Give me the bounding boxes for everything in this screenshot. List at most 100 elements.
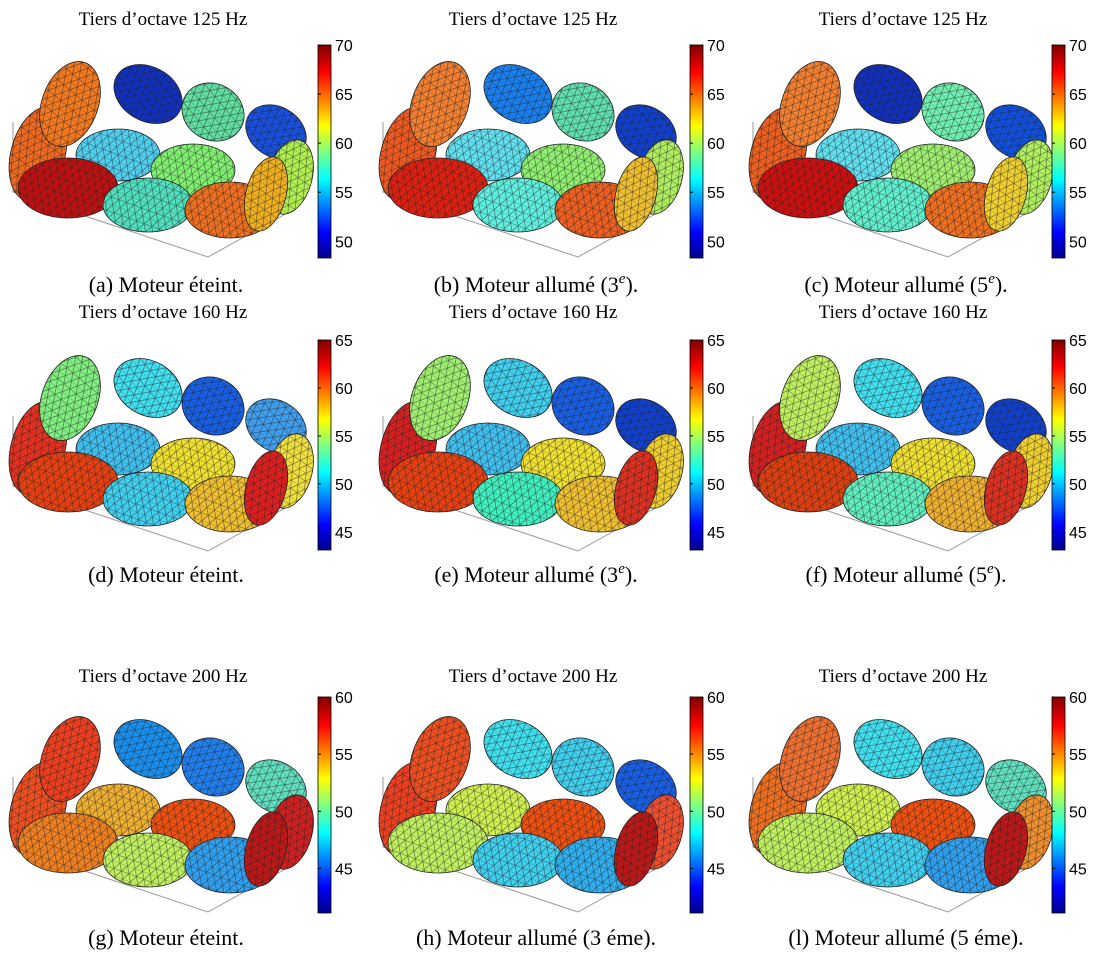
ellipsoid-mesh (854, 719, 922, 779)
ellipsoid-mesh (103, 472, 193, 526)
colorbar-tick-label: 60 (707, 136, 725, 153)
ellipsoid-mesh (614, 450, 658, 526)
ellipsoid-mesh (18, 158, 118, 218)
caption-text: (e) Moteur allumé (3 (434, 562, 618, 587)
ellipsoid-mesh (484, 64, 552, 124)
ellipsoid-mesh (103, 178, 193, 232)
caption-text: (d) Moteur éteint. (88, 562, 244, 587)
ellipsoid-mesh (921, 82, 985, 142)
colorbar-tick-label: 55 (335, 185, 353, 202)
ellipsoid-mesh (409, 61, 471, 147)
colorbar-tick-label: 60 (1069, 690, 1087, 707)
colorbar-tick-label: 55 (1069, 747, 1087, 764)
ellipsoid-mesh (779, 355, 841, 441)
colorbar-tick-label: 60 (335, 690, 353, 707)
colorbar-tick-label: 55 (707, 185, 725, 202)
caption: (a) Moteur éteint. (89, 272, 244, 297)
colorbar-tick-label: 60 (335, 136, 353, 153)
caption-end: ). (625, 272, 638, 297)
ellipsoid-mesh (39, 355, 101, 441)
colorbar-tick-label: 60 (1069, 381, 1087, 398)
ellipsoid-mesh (473, 178, 563, 232)
ellipsoid-mesh (473, 472, 563, 526)
ellipsoid-mesh (244, 156, 288, 232)
ellipsoid-mesh (39, 716, 101, 802)
panel: Tiers d’octave 200 Hz 45 50 55 60 (l) Moteur … (748, 666, 1087, 950)
panel: Tiers d’octave 160 Hz 45 50 55 60 65 (e) Moteu… (378, 302, 725, 587)
colorbar-tick-label: 45 (335, 861, 353, 878)
caption: (f) Moteur allumé (5e). (806, 561, 1007, 587)
colorbar-tick-label: 65 (707, 333, 725, 350)
caption-text: (b) Moteur allumé (3 (434, 272, 619, 297)
caption: (e) Moteur allumé (3e). (434, 561, 637, 587)
caption-text: (h) Moteur allumé (3 éme). (416, 925, 656, 950)
caption-text: (f) Moteur allumé (5 (806, 562, 987, 587)
caption: (h) Moteur allumé (3 éme). (416, 925, 656, 950)
colorbar-tick-label: 65 (335, 333, 353, 350)
panel: Tiers d’octave 125 Hz 50 55 60 65 70 (c) Moteu… (748, 9, 1087, 297)
ellipsoid-mesh (181, 737, 245, 797)
caption-sup: e (619, 271, 626, 287)
colorbar-tick-label: 50 (707, 477, 725, 494)
colorbar-tick-label: 65 (1069, 87, 1087, 104)
colorbar-tick-label: 55 (1069, 429, 1087, 446)
ellipsoid-mesh (388, 158, 488, 218)
caption: (b) Moteur allumé (3e). (434, 271, 639, 297)
colorbar-tick-label: 45 (1069, 525, 1087, 542)
colorbar-tick-label: 70 (335, 38, 353, 55)
colorbar-tick-label: 50 (707, 804, 725, 821)
ellipsoid-mesh (758, 452, 858, 512)
ellipsoid-mesh (409, 355, 471, 441)
ellipsoid-mesh (843, 178, 933, 232)
panel-title: Tiers d’octave 125 Hz (819, 9, 988, 30)
caption: (g) Moteur éteint. (88, 925, 244, 950)
colorbar-tick-label: 50 (335, 804, 353, 821)
ellipsoid-mesh (103, 833, 193, 887)
ellipsoid-mesh (854, 358, 922, 418)
ellipsoid-mesh (614, 156, 658, 232)
colorbar-tick-label: 55 (1069, 185, 1087, 202)
colorbar (317, 339, 332, 551)
ellipsoid-mesh (843, 833, 933, 887)
caption-end: ). (625, 562, 638, 587)
caption-end: ). (995, 272, 1008, 297)
panel-title: Tiers d’octave 125 Hz (449, 9, 618, 30)
colorbar (317, 44, 332, 259)
colorbar (1051, 44, 1066, 259)
colorbar-tick-label: 45 (1069, 861, 1087, 878)
ellipsoid-mesh (854, 64, 922, 124)
ellipsoid-mesh (758, 158, 858, 218)
ellipsoid-mesh (921, 737, 985, 797)
ellipsoid-mesh (779, 716, 841, 802)
colorbar (689, 696, 704, 914)
panel: Tiers d’octave 160 Hz 45 50 55 60 65 (f) Moteu… (748, 302, 1087, 587)
panel-title: Tiers d’octave 160 Hz (449, 302, 618, 323)
ellipsoid-mesh (18, 813, 118, 873)
ellipsoid-mesh (114, 64, 182, 124)
ellipsoid-mesh (484, 719, 552, 779)
ellipsoid-mesh (551, 82, 615, 142)
caption-sup: e (618, 561, 625, 577)
caption: (c) Moteur allumé (5e). (804, 271, 1007, 297)
panel: Tiers d’octave 125 Hz 50 55 60 65 70 (b) Moteu… (378, 9, 725, 297)
colorbar-tick-label: 60 (1069, 136, 1087, 153)
ellipsoid-mesh (843, 472, 933, 526)
colorbar-tick-label: 70 (1069, 38, 1087, 55)
colorbar-tick-label: 60 (707, 690, 725, 707)
ellipsoid-mesh (984, 450, 1028, 526)
colorbar (1051, 339, 1066, 551)
panel-title: Tiers d’octave 160 Hz (79, 302, 248, 323)
ellipsoid-mesh (39, 61, 101, 147)
panel: Tiers d’octave 200 Hz 45 50 55 60 (g) Moteur … (8, 666, 353, 950)
caption-text: (c) Moteur allumé (5 (804, 272, 988, 297)
colorbar-tick-label: 50 (335, 234, 353, 251)
colorbar-tick-label: 55 (335, 747, 353, 764)
colorbar-tick-label: 50 (1069, 477, 1087, 494)
colorbar-tick-label: 50 (707, 234, 725, 251)
ellipsoid-mesh (388, 813, 488, 873)
ellipsoid-mesh (181, 82, 245, 142)
colorbar-tick-label: 65 (707, 87, 725, 104)
caption-end: ). (994, 562, 1007, 587)
ellipsoid-mesh (388, 452, 488, 512)
ellipsoid-mesh (758, 813, 858, 873)
